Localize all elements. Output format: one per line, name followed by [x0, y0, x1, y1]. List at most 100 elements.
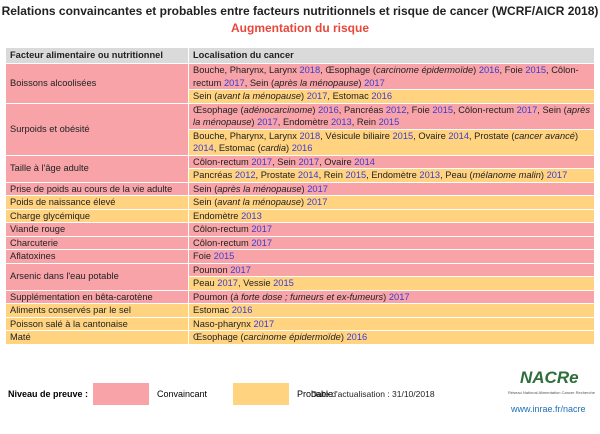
legend-swatch — [233, 383, 289, 405]
location-cell: Estomac 2016 — [188, 303, 595, 318]
location-text: , Rein — [318, 170, 346, 180]
year: 2017 — [298, 156, 320, 167]
location-text: carcinome épidermoïde — [375, 65, 474, 75]
location-cell: Œsophage (carcinome épidermoïde) 2016 — [188, 330, 595, 345]
location-text: ) — [574, 130, 579, 141]
location-cell: Bouche, Pharynx, Larynx 2018, Vésicule b… — [188, 128, 595, 156]
table-row: Sein (avant la ménopause) 2017, Estomac … — [6, 89, 595, 104]
factor-cell: Maté — [5, 330, 189, 345]
location-text: ) — [540, 170, 547, 180]
location-text: Œsophage ( — [193, 332, 244, 342]
location-cell: Pancréas 2012, Prostate 2014, Rein 2015,… — [188, 168, 595, 183]
year: 2016 — [346, 332, 368, 342]
year: 2017 — [306, 197, 328, 207]
year: 2017 — [364, 77, 385, 88]
year: 2015 — [392, 130, 414, 141]
year: 2017 — [516, 104, 538, 115]
location-text: , Sein — [272, 156, 299, 167]
location-text: , Ovaire — [319, 156, 355, 167]
location-text: après la ménopause — [217, 183, 302, 194]
factor-cell: Aliments conservés par le sel — [5, 303, 189, 318]
location-cell: Poumon (à forte dose ; fumeurs et ex-fum… — [188, 289, 595, 304]
year: 2017 — [307, 183, 328, 194]
location-text: ) — [301, 183, 308, 194]
location-text: Foie — [193, 251, 214, 261]
factor-cell: Supplémentation en bêta-carotène — [5, 289, 189, 304]
table-body: Boissons alcoolisées Bouche, Pharynx, Lar… — [5, 63, 595, 345]
location-text: Sein ( — [193, 91, 218, 101]
location-text: , Peau ( — [440, 170, 473, 180]
logo-tagline: Réseau National Alimentation Cancer Rech… — [508, 390, 595, 395]
url: www.inrae.fr/nacre — [511, 404, 586, 414]
table: Facteur alimentaire ou nutritionnel Loca… — [5, 47, 595, 345]
location-text: , Sein ( — [537, 104, 567, 115]
legend-label: Convaincant — [157, 389, 208, 399]
legend-title: Niveau de preuve : — [8, 389, 89, 399]
location-text: ) — [301, 91, 307, 101]
location-cell: Foie 2015 — [188, 249, 595, 264]
year: 2017 — [257, 117, 278, 127]
table-row: Charcuterie Côlon-rectum 2017 — [5, 235, 595, 250]
year: 2017 — [251, 237, 273, 248]
location-text: , Endomètre — [366, 170, 420, 180]
year: 2017 — [306, 91, 328, 101]
year: 2015 — [345, 170, 367, 180]
table-row: Surpoids et obésité Œsophage (adénocarcin… — [5, 102, 595, 156]
location-text: à forte dose ; fumeurs et ex-fumeurs — [233, 291, 384, 302]
subtitle: Augmentation du risque — [231, 21, 369, 35]
factor-cell: Arsenic dans l'eau potable — [5, 262, 189, 291]
location-text: Œsophage ( — [193, 104, 244, 115]
location-text: , Estomac ( — [213, 143, 261, 153]
year: 2012 — [234, 170, 256, 180]
location-cell: Naso-pharynx 2017 — [188, 316, 595, 331]
location-text: , Endomètre — [277, 117, 332, 127]
location-text: adénocarcinome — [243, 104, 313, 115]
legend-swatch — [93, 383, 149, 405]
location-text: Peau — [193, 278, 218, 288]
location-cell: Sein (après la ménopause) 2017 — [188, 181, 595, 196]
column-header: Facteur alimentaire ou nutritionnel — [5, 47, 189, 64]
table-row: Bouche, Pharynx, Larynx 2018, Vésicule b… — [6, 128, 595, 156]
year: 2016 — [231, 305, 253, 315]
location-text: Bouche, Pharynx, Larynx — [193, 130, 300, 141]
year: 2015 — [378, 117, 400, 127]
location-cell: Côlon-rectum 2017 — [188, 222, 595, 237]
location-text: ) — [340, 332, 347, 342]
year: 2017 — [224, 77, 245, 88]
factor-cell: Poisson salé à la cantonaise — [5, 316, 189, 331]
location-text: , Œsophage ( — [320, 65, 376, 75]
year: 2015 — [273, 278, 294, 288]
year: 2014 — [297, 170, 319, 180]
year: 2014 — [448, 130, 470, 141]
location-text: , Côlon-rectum — [453, 104, 517, 115]
year: 2018 — [299, 65, 321, 75]
table-row: Peau 2017, Vessie 2015 — [6, 276, 595, 291]
year: 2016 — [318, 104, 339, 115]
table-row: Prise de poids au cours de la vie adulte… — [5, 181, 595, 196]
table-row: Boissons alcoolisées Bouche, Pharynx, Lar… — [5, 63, 595, 104]
location-text: , Foie — [406, 104, 433, 115]
location-text: Côlon-rectum — [193, 224, 252, 234]
year: 2018 — [299, 130, 321, 141]
factor-cell: Prise de poids au cours de la vie adulte — [5, 181, 189, 196]
location-text: ) — [383, 291, 389, 302]
location-text: , Vésicule biliaire — [320, 130, 393, 141]
location-text: mélanome malin — [472, 170, 541, 180]
location-text: cancer avancé — [514, 130, 575, 141]
table-row: Aliments conservés par le sel Estomac 201… — [5, 303, 595, 318]
location-text: ) — [251, 117, 258, 127]
location-text: Côlon-rectum — [193, 237, 252, 248]
location-text: , Prostate — [255, 170, 298, 180]
location-text: , Prostate ( — [469, 130, 515, 141]
location-text: , Pancréas — [338, 104, 386, 115]
location-cell: Sein (avant la ménopause) 2017 — [188, 195, 595, 210]
location-text: ) — [358, 77, 365, 88]
location-text: cardia — [260, 143, 287, 153]
location-text: ) — [473, 65, 479, 75]
factor-cell: Viande rouge — [5, 222, 189, 237]
location-text: après la ménopause — [193, 104, 590, 128]
update-date: Date d'actualisation : 31/10/2018 — [311, 389, 435, 399]
location-text: ) — [301, 197, 307, 207]
location-cell: Œsophage (adénocarcinome) 2016, Pancréas… — [188, 102, 595, 130]
year: 2015 — [525, 65, 547, 75]
